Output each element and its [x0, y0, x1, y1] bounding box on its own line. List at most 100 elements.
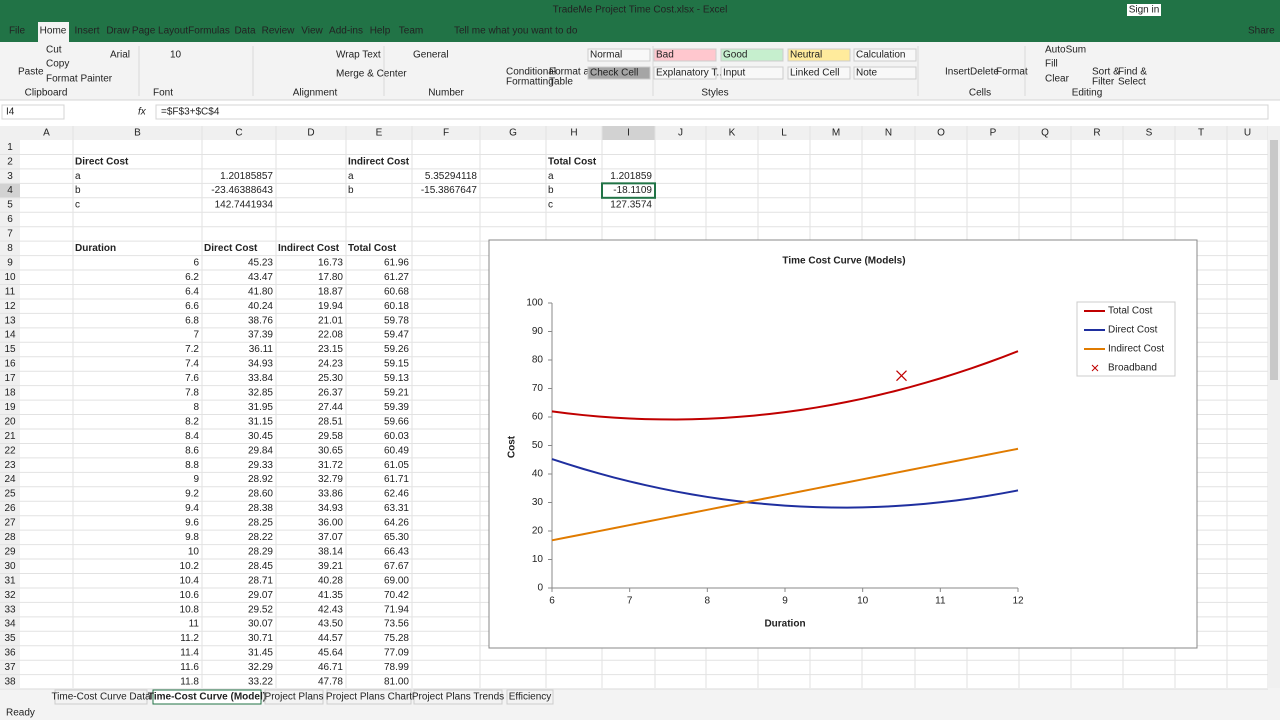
- style-cell[interactable]: [787, 48, 851, 62]
- ribbon-tab[interactable]: Data: [234, 26, 256, 37]
- row-header[interactable]: 18: [4, 388, 16, 399]
- row-header[interactable]: 6: [7, 214, 13, 225]
- style-cell[interactable]: [853, 48, 917, 62]
- row-header[interactable]: 7: [7, 229, 13, 240]
- style-cell[interactable]: [720, 66, 784, 80]
- column-header[interactable]: T: [1198, 128, 1204, 139]
- column-header[interactable]: I: [627, 128, 630, 139]
- row-header[interactable]: 19: [4, 402, 16, 413]
- row-header[interactable]: 5: [7, 200, 13, 211]
- row-header[interactable]: 32: [4, 590, 16, 601]
- row-header[interactable]: 21: [4, 431, 16, 442]
- row-header[interactable]: 25: [4, 489, 16, 500]
- sheet-tab-label[interactable]: Project Plans Trends: [412, 692, 504, 703]
- ribbon-button[interactable]: Merge & Center: [336, 69, 407, 80]
- name-box[interactable]: [1, 104, 65, 120]
- sheet-tab-label[interactable]: Project Plans: [265, 692, 324, 703]
- ribbon-button[interactable]: Linked Cell: [790, 68, 839, 79]
- column-header[interactable]: L: [781, 128, 787, 139]
- row-header[interactable]: 4: [7, 185, 13, 196]
- ribbon-button[interactable]: Check Cell: [590, 68, 638, 79]
- sheet-tab[interactable]: [264, 689, 324, 705]
- style-cell[interactable]: [653, 66, 717, 80]
- row-header[interactable]: 26: [4, 503, 16, 514]
- column-header[interactable]: C: [235, 128, 242, 139]
- row-header[interactable]: 16: [4, 359, 16, 370]
- sheet-tab[interactable]: [413, 689, 503, 705]
- ribbon-button[interactable]: Calculation: [856, 50, 905, 61]
- row-header[interactable]: 12: [4, 301, 16, 312]
- column-header[interactable]: R: [1093, 128, 1100, 139]
- style-cell[interactable]: [720, 48, 784, 62]
- row-header[interactable]: 10: [4, 272, 16, 283]
- row-header[interactable]: 31: [4, 575, 16, 586]
- ribbon-button[interactable]: General: [413, 50, 449, 61]
- ribbon-button[interactable]: Neutral: [790, 50, 822, 61]
- sign-in[interactable]: Sign in: [1129, 5, 1160, 16]
- ribbon-button[interactable]: Clear: [1045, 74, 1070, 85]
- row-header[interactable]: 1: [7, 142, 13, 153]
- ribbon-button[interactable]: Paste: [18, 67, 44, 78]
- ribbon-tab[interactable]: Team: [399, 26, 423, 37]
- ribbon-button[interactable]: Fill: [1045, 59, 1058, 70]
- column-header[interactable]: E: [376, 128, 383, 139]
- sheet-tab-label[interactable]: Time-Cost Curve Data: [51, 692, 151, 703]
- column-header[interactable]: B: [134, 128, 141, 139]
- ribbon-tab[interactable]: Help: [370, 26, 391, 37]
- ribbon-button[interactable]: Arial: [110, 50, 130, 61]
- ribbon-button[interactable]: Table: [549, 77, 573, 88]
- row-header[interactable]: 27: [4, 518, 16, 529]
- column-header[interactable]: U: [1244, 128, 1251, 139]
- ribbon-button[interactable]: Conditional: [506, 67, 556, 78]
- ribbon-button[interactable]: Format: [996, 67, 1028, 78]
- ribbon-button[interactable]: Format Painter: [46, 74, 113, 85]
- row-header[interactable]: 17: [4, 373, 16, 384]
- ribbon-tab[interactable]: Draw: [106, 26, 130, 37]
- ribbon-button[interactable]: Good: [723, 50, 747, 61]
- row-header[interactable]: 33: [4, 604, 16, 615]
- row-header[interactable]: 29: [4, 546, 16, 557]
- ribbon-tab[interactable]: Add-ins: [329, 26, 363, 37]
- sheet-tab[interactable]: [152, 689, 262, 705]
- share[interactable]: Share: [1248, 26, 1275, 37]
- row-header[interactable]: 14: [4, 330, 16, 341]
- sign-in-button[interactable]: [1127, 4, 1161, 16]
- ribbon-button[interactable]: AutoSum: [1045, 45, 1086, 56]
- column-header[interactable]: P: [990, 128, 997, 139]
- row-header[interactable]: 13: [4, 315, 16, 326]
- row-header[interactable]: 9: [7, 257, 13, 268]
- row-header[interactable]: 28: [4, 532, 16, 543]
- style-cell[interactable]: [587, 66, 651, 80]
- row-header[interactable]: 34: [4, 619, 16, 630]
- scroll-thumb[interactable]: [1270, 140, 1278, 380]
- ribbon-button[interactable]: Filter: [1092, 77, 1115, 88]
- row-header[interactable]: 8: [7, 243, 13, 254]
- tell-me[interactable]: Tell me what you want to do: [454, 26, 578, 37]
- row-header[interactable]: 37: [4, 662, 16, 673]
- row-header[interactable]: 38: [4, 677, 16, 688]
- formula-input[interactable]: [155, 104, 1269, 120]
- ribbon-tab[interactable]: Insert: [74, 26, 99, 37]
- sheet-tab-label[interactable]: Time-Cost Curve (Model): [148, 692, 266, 703]
- column-header[interactable]: N: [885, 128, 892, 139]
- sheet-tab[interactable]: [326, 689, 412, 705]
- column-header[interactable]: K: [729, 128, 736, 139]
- ribbon-tab[interactable]: Page Layout: [132, 26, 188, 37]
- ribbon-button[interactable]: Bad: [656, 50, 674, 61]
- style-cell[interactable]: [653, 48, 717, 62]
- ribbon-button[interactable]: Insert: [945, 67, 970, 78]
- row-header[interactable]: 24: [4, 474, 16, 485]
- ribbon-button[interactable]: Delete: [970, 67, 999, 78]
- row-header[interactable]: 30: [4, 561, 16, 572]
- ribbon-button[interactable]: Sort &: [1092, 67, 1120, 78]
- column-header[interactable]: J: [678, 128, 683, 139]
- ribbon-button[interactable]: Note: [856, 68, 878, 79]
- sheet-tab[interactable]: [54, 689, 148, 705]
- sheet-tab-label[interactable]: Efficiency: [509, 692, 552, 703]
- row-header[interactable]: 36: [4, 648, 16, 659]
- column-header[interactable]: A: [43, 128, 50, 139]
- sheet-tab-label[interactable]: Project Plans Chart: [326, 692, 412, 703]
- ribbon-tab[interactable]: Review: [262, 26, 296, 37]
- ribbon-button[interactable]: Wrap Text: [336, 50, 381, 61]
- style-cell[interactable]: [587, 48, 651, 62]
